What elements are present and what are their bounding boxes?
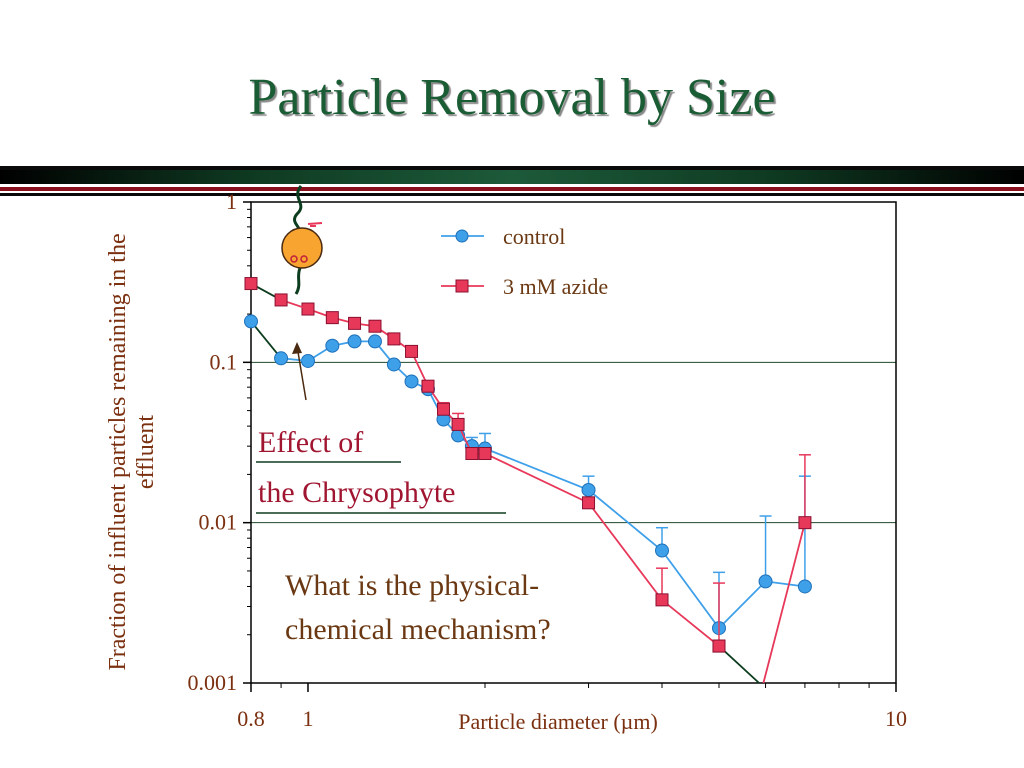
- control-data-point: [758, 574, 773, 589]
- question-line-1: What is the physical-: [285, 569, 540, 602]
- y-tick-label: 0.01: [199, 510, 238, 535]
- question-line-2: chemical mechanism?: [285, 613, 551, 646]
- legend-azide-label: 3 mM azide: [503, 274, 608, 299]
- control-data-point: [655, 543, 670, 558]
- y-tick-label: 1: [226, 189, 237, 214]
- control-data-point: [347, 334, 362, 349]
- legend-control-label: control: [503, 224, 565, 249]
- control-data-point: [581, 482, 596, 497]
- arrow-head: [292, 342, 302, 354]
- flagellum-long: [293, 185, 303, 233]
- control-data-point: [244, 314, 258, 329]
- x-tick-label: 1: [302, 706, 313, 731]
- control-data-point: [797, 579, 812, 594]
- y-axis-label: Fraction of influent particles remaining…: [105, 233, 159, 671]
- azide-data-point: [655, 593, 669, 607]
- header-divider-band: [0, 170, 1024, 184]
- azide-series-line: [762, 522, 806, 684]
- control-data-point: [325, 338, 340, 353]
- header-divider-bottom: [0, 193, 1024, 196]
- x-tick-label: 0.8: [237, 706, 265, 731]
- control-data-point: [367, 334, 382, 349]
- azide-data-point: [582, 496, 596, 510]
- dark-link-line: [718, 645, 760, 684]
- control-data-point: [404, 374, 419, 389]
- arrow-shaft: [296, 345, 307, 401]
- chrysophyte-eyespot: [290, 255, 298, 263]
- chrysophyte-eyespot: [300, 255, 308, 263]
- x-tick-label: 10: [885, 706, 907, 731]
- y-tick-label: 0.1: [210, 349, 238, 374]
- header-divider-red: [0, 187, 1024, 191]
- azide-data-point: [405, 344, 419, 358]
- annotation-line-1: Effect of: [258, 426, 364, 459]
- azide-data-point: [478, 447, 492, 461]
- azide-data-point: [436, 402, 450, 416]
- dark-link-line: [250, 320, 282, 359]
- chrysophyte-spine: [307, 222, 323, 227]
- azide-data-point: [244, 277, 258, 291]
- flagellum-short: [294, 267, 302, 295]
- control-data-point: [274, 351, 289, 366]
- azide-data-point: [348, 316, 362, 330]
- azide-data-point: [798, 516, 812, 530]
- chart-legend: control 3 mM azide: [441, 224, 608, 299]
- azide-data-point: [368, 319, 382, 333]
- header-divider-top: [0, 166, 1024, 170]
- azide-data-point: [465, 447, 479, 461]
- azide-data-point: [712, 639, 726, 653]
- control-data-point: [386, 357, 401, 372]
- question-text: What is the physical- chemical mechanism…: [285, 564, 551, 652]
- control-series-line: [307, 340, 806, 630]
- azide-data-point: [325, 311, 339, 325]
- legend-control-marker: [455, 229, 469, 243]
- chrysophyte-organism-icon: [281, 185, 323, 295]
- annotation-arrow-icon: [292, 342, 307, 401]
- y-tick-label: 0.001: [188, 670, 238, 695]
- azide-data-point: [451, 417, 465, 431]
- azide-data-point: [274, 293, 288, 307]
- legend-azide-marker: [455, 279, 469, 293]
- azide-data-point: [387, 332, 401, 346]
- azide-data-point: [421, 379, 435, 393]
- slide-title: Particle Removal by Size: [248, 69, 776, 126]
- x-axis-label: Particle diameter (µm): [458, 709, 658, 734]
- annotation-line-2: the Chrysophyte: [258, 476, 456, 509]
- plot-frame: [250, 201, 897, 684]
